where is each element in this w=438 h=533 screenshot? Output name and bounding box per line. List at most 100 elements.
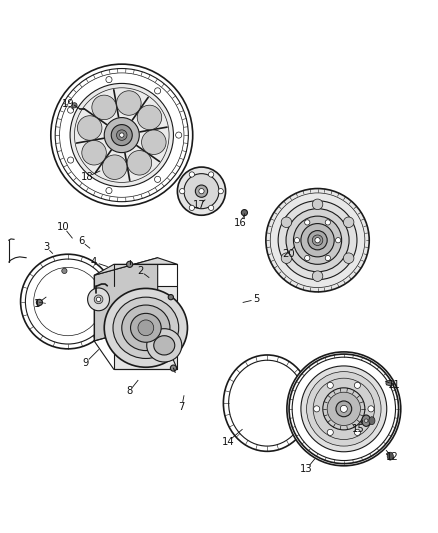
- Ellipse shape: [131, 313, 161, 342]
- Polygon shape: [94, 258, 177, 275]
- Circle shape: [199, 189, 204, 194]
- Text: 15: 15: [352, 424, 365, 433]
- Text: 17: 17: [193, 200, 206, 210]
- Ellipse shape: [122, 305, 170, 351]
- Ellipse shape: [301, 223, 334, 257]
- Circle shape: [67, 107, 74, 113]
- Ellipse shape: [55, 69, 188, 201]
- Text: 13: 13: [300, 464, 313, 474]
- Circle shape: [168, 295, 173, 300]
- Ellipse shape: [281, 253, 292, 263]
- Ellipse shape: [301, 366, 387, 452]
- Text: 18: 18: [81, 172, 94, 182]
- Text: 14: 14: [222, 437, 234, 447]
- Circle shape: [208, 205, 214, 211]
- Circle shape: [67, 157, 74, 163]
- Circle shape: [305, 220, 310, 225]
- Circle shape: [176, 132, 182, 138]
- Circle shape: [72, 103, 77, 108]
- Ellipse shape: [362, 415, 371, 426]
- Ellipse shape: [88, 288, 110, 311]
- Text: 7: 7: [179, 402, 185, 411]
- Ellipse shape: [82, 141, 106, 165]
- Ellipse shape: [92, 95, 117, 120]
- Ellipse shape: [78, 116, 102, 140]
- Circle shape: [94, 295, 103, 304]
- Circle shape: [106, 77, 112, 83]
- Text: 6: 6: [78, 236, 84, 246]
- Text: 20: 20: [282, 249, 294, 259]
- Ellipse shape: [287, 352, 401, 466]
- Circle shape: [340, 405, 347, 413]
- Circle shape: [305, 255, 310, 261]
- Text: 1: 1: [34, 298, 40, 309]
- Circle shape: [354, 382, 360, 389]
- Ellipse shape: [229, 360, 306, 446]
- Ellipse shape: [343, 253, 354, 263]
- Circle shape: [127, 261, 133, 268]
- Ellipse shape: [104, 118, 139, 152]
- Ellipse shape: [343, 217, 354, 228]
- Ellipse shape: [386, 381, 394, 386]
- Circle shape: [294, 238, 300, 243]
- Circle shape: [327, 382, 333, 389]
- Text: 19: 19: [61, 100, 74, 109]
- Text: 3: 3: [43, 242, 49, 252]
- Circle shape: [117, 130, 127, 140]
- Text: 8: 8: [126, 386, 132, 397]
- Circle shape: [189, 172, 194, 177]
- Circle shape: [208, 172, 214, 177]
- Ellipse shape: [154, 336, 175, 355]
- Circle shape: [62, 268, 67, 273]
- Polygon shape: [114, 286, 177, 369]
- Circle shape: [336, 401, 352, 417]
- Circle shape: [354, 429, 360, 435]
- Ellipse shape: [266, 189, 369, 292]
- Polygon shape: [94, 258, 158, 341]
- Ellipse shape: [312, 271, 323, 281]
- Ellipse shape: [127, 150, 152, 175]
- Ellipse shape: [184, 174, 219, 209]
- Circle shape: [325, 255, 330, 261]
- Ellipse shape: [286, 209, 349, 272]
- Ellipse shape: [141, 130, 166, 155]
- Text: 12: 12: [385, 452, 399, 462]
- Circle shape: [218, 189, 223, 194]
- Circle shape: [312, 235, 323, 246]
- Text: 16: 16: [233, 217, 247, 228]
- Ellipse shape: [369, 417, 375, 425]
- Circle shape: [111, 125, 132, 146]
- Circle shape: [336, 238, 341, 243]
- Ellipse shape: [70, 84, 173, 187]
- Ellipse shape: [281, 217, 292, 228]
- Ellipse shape: [51, 64, 193, 206]
- Ellipse shape: [293, 216, 342, 264]
- Circle shape: [155, 88, 161, 94]
- Text: 5: 5: [253, 294, 259, 304]
- Circle shape: [314, 406, 320, 412]
- Circle shape: [195, 185, 208, 197]
- Circle shape: [315, 238, 320, 243]
- Ellipse shape: [278, 201, 357, 280]
- Circle shape: [368, 406, 374, 412]
- Ellipse shape: [177, 167, 226, 215]
- Text: 10: 10: [57, 222, 70, 232]
- Ellipse shape: [327, 392, 360, 425]
- Ellipse shape: [137, 105, 162, 130]
- Circle shape: [106, 188, 112, 193]
- Circle shape: [138, 320, 154, 336]
- Circle shape: [189, 205, 194, 211]
- Ellipse shape: [104, 288, 187, 367]
- Ellipse shape: [313, 378, 374, 440]
- Ellipse shape: [292, 357, 396, 461]
- Ellipse shape: [25, 259, 110, 344]
- Ellipse shape: [387, 452, 393, 460]
- Circle shape: [308, 231, 327, 250]
- Circle shape: [120, 133, 124, 138]
- Circle shape: [96, 297, 101, 302]
- Text: 4: 4: [91, 257, 97, 267]
- Ellipse shape: [312, 199, 323, 209]
- Circle shape: [327, 429, 333, 435]
- Circle shape: [364, 419, 368, 423]
- Ellipse shape: [102, 155, 127, 180]
